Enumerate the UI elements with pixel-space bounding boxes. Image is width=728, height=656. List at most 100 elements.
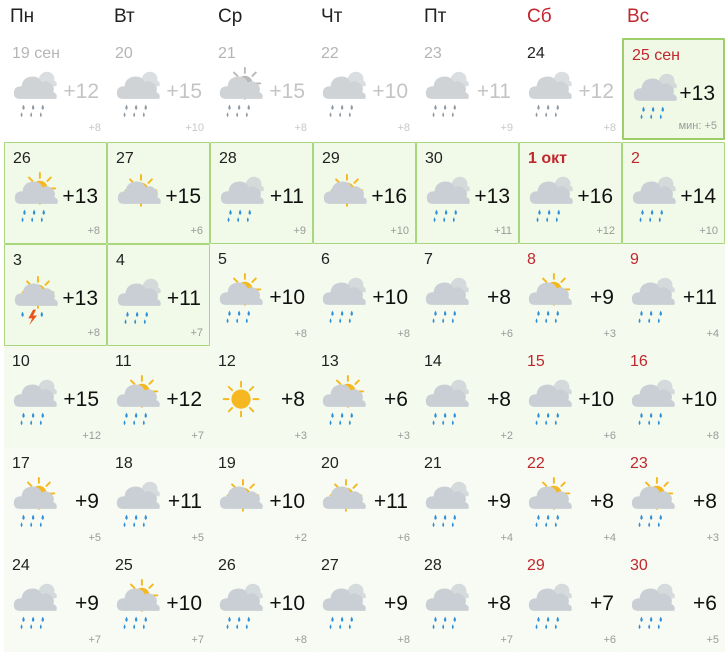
max-temperature: +13 — [679, 82, 715, 105]
max-temperature: +11 — [167, 490, 202, 513]
day-cell[interactable]: 1 окт +16 +12 — [519, 142, 622, 244]
cloud-rain-icon — [628, 578, 680, 634]
day-number: 26 — [218, 557, 236, 574]
day-number: 17 — [12, 455, 30, 472]
max-temperature: +10 — [372, 286, 408, 309]
day-cell[interactable]: 17 +9 +5 — [4, 448, 107, 550]
day-cell-today[interactable]: 25 сен +13 мин: +5 — [622, 38, 725, 140]
cloud-rain-icon — [628, 272, 680, 328]
day-cell[interactable]: 20 +11 +6 — [313, 448, 416, 550]
sun-cloud-icon — [216, 476, 268, 532]
cloud-rain-icon — [525, 66, 577, 122]
day-cell[interactable]: 18 +11 +5 — [107, 448, 210, 550]
max-temperature: +8 — [281, 388, 305, 411]
day-number: 28 — [424, 557, 442, 574]
day-cell[interactable]: 9 +11 +4 — [622, 244, 725, 346]
max-temperature: +8 — [693, 490, 717, 513]
cloud-rain-icon — [319, 578, 371, 634]
sun-cloud-rain-icon — [319, 374, 371, 430]
min-temperature: +7 — [500, 634, 513, 646]
min-temperature: +5 — [191, 532, 204, 544]
day-cell[interactable]: 14 +8 +2 — [416, 346, 519, 448]
day-cell[interactable]: 28 +8 +7 — [416, 550, 519, 652]
day-cell[interactable]: 10 +15 +12 — [4, 346, 107, 448]
max-temperature: +6 — [693, 592, 717, 615]
max-temperature: +13 — [62, 287, 98, 310]
min-temperature: +2 — [294, 532, 307, 544]
day-cell: 21 +15 +8 — [210, 38, 313, 140]
day-number: 21 — [424, 455, 442, 472]
max-temperature: +10 — [372, 80, 408, 103]
min-temperature: +8 — [397, 122, 410, 134]
day-cell[interactable]: 4 +11 +7 — [107, 244, 210, 346]
day-cell[interactable]: 26 +10 +8 — [210, 550, 313, 652]
day-number: 22 — [321, 45, 339, 62]
day-cell[interactable]: 28 +11 +9 — [210, 142, 313, 244]
day-cell[interactable]: 5 +10 +8 — [210, 244, 313, 346]
min-temperature: +6 — [500, 328, 513, 340]
day-cell[interactable]: 11 +12 +7 — [107, 346, 210, 448]
max-temperature: +15 — [165, 185, 201, 208]
day-cell[interactable]: 2 +14 +10 — [622, 142, 725, 244]
day-cell[interactable]: 19 +10 +2 — [210, 448, 313, 550]
day-number: 29 — [322, 150, 340, 167]
min-temperature: +11 — [494, 225, 512, 237]
cloud-rain-icon — [113, 476, 165, 532]
max-temperature: +16 — [371, 185, 407, 208]
day-cell[interactable]: 6 +10 +8 — [313, 244, 416, 346]
max-temperature: +8 — [487, 388, 511, 411]
day-cell[interactable]: 3 +13 +8 — [4, 244, 107, 346]
day-cell[interactable]: 27 +15 +6 — [107, 142, 210, 244]
min-temperature: +8 — [397, 328, 410, 340]
day-number: 5 — [218, 251, 227, 268]
weekday-label: Вт — [114, 6, 135, 27]
max-temperature: +8 — [487, 592, 511, 615]
weekday-label: Вс — [627, 6, 650, 27]
max-temperature: +10 — [269, 490, 305, 513]
max-temperature: +12 — [166, 388, 202, 411]
max-temperature: +15 — [269, 80, 305, 103]
day-cell[interactable]: 8 +9 +3 — [519, 244, 622, 346]
weekday-label: Пн — [10, 6, 35, 27]
day-number: 23 — [424, 45, 442, 62]
min-temperature: +8 — [87, 225, 100, 237]
day-cell[interactable]: 13 +6 +3 — [313, 346, 416, 448]
day-number: 21 — [218, 45, 236, 62]
day-cell[interactable]: 26 +13 +8 — [4, 142, 107, 244]
day-cell[interactable]: 16 +10 +8 — [622, 346, 725, 448]
day-cell[interactable]: 25 +10 +7 — [107, 550, 210, 652]
min-temperature: +7 — [191, 634, 204, 646]
day-number: 8 — [527, 251, 536, 268]
day-cell[interactable]: 7 +8 +6 — [416, 244, 519, 346]
cloud-rain-icon — [526, 171, 578, 227]
day-number: 28 — [219, 150, 237, 167]
cloud-rain-icon — [422, 476, 474, 532]
min-temperature: +3 — [397, 430, 410, 442]
day-cell[interactable]: 12 +8 +3 — [210, 346, 313, 448]
max-temperature: +9 — [75, 592, 99, 615]
min-temperature: +7 — [191, 430, 204, 442]
day-cell[interactable]: 24 +9 +7 — [4, 550, 107, 652]
day-cell[interactable]: 21 +9 +4 — [416, 448, 519, 550]
max-temperature: +9 — [384, 592, 408, 615]
day-cell[interactable]: 15 +10 +6 — [519, 346, 622, 448]
min-temperature: +8 — [294, 122, 307, 134]
min-temperature: +7 — [190, 327, 203, 339]
day-cell[interactable]: 29 +16 +10 — [313, 142, 416, 244]
day-cell[interactable]: 22 +8 +4 — [519, 448, 622, 550]
weekday-header: Пн Вт Ср Чт Пт Сб Вс — [0, 0, 728, 36]
day-cell[interactable]: 23 +8 +3 — [622, 448, 725, 550]
day-cell[interactable]: 29 +7 +6 — [519, 550, 622, 652]
min-temperature: +7 — [88, 634, 101, 646]
day-cell[interactable]: 30 +13 +11 — [416, 142, 519, 244]
min-temperature: +10 — [699, 225, 718, 237]
day-cell[interactable]: 27 +9 +8 — [313, 550, 416, 652]
day-number: 13 — [321, 353, 339, 370]
min-temperature: +8 — [87, 327, 100, 339]
max-temperature: +10 — [269, 592, 305, 615]
cloud-rain-icon — [630, 68, 682, 124]
max-temperature: +7 — [590, 592, 614, 615]
day-cell[interactable]: 30 +6 +5 — [622, 550, 725, 652]
max-temperature: +8 — [487, 286, 511, 309]
min-temperature: +3 — [294, 430, 307, 442]
